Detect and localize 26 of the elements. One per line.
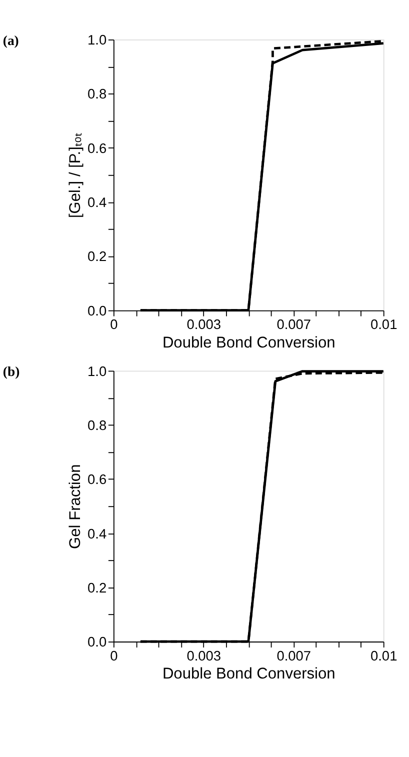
- x-tick-label: 0.01: [370, 317, 398, 332]
- y-tick-label: 0.2: [88, 249, 107, 264]
- x-axis-title: Double Bond Conversion: [162, 666, 336, 683]
- y-tick-label: 1.0: [88, 32, 107, 48]
- y-tick-label: 0.2: [88, 580, 107, 596]
- y-axis-title: Gel Fraction: [67, 464, 84, 549]
- x-tick-label: 0.01: [370, 648, 398, 664]
- x-tick-label: 0.007: [276, 317, 312, 332]
- y-tick-label: 0.8: [88, 418, 107, 433]
- y-tick-label: 1.0: [88, 364, 107, 379]
- x-tick-label: 0.003: [186, 317, 222, 332]
- y-tick-label: 0.6: [88, 472, 107, 488]
- y-tick-label: 0.4: [88, 195, 107, 210]
- x-tick-label: 0: [110, 648, 118, 664]
- y-tick-label: 0.4: [88, 526, 107, 542]
- chart-title: (b): [2, 364, 20, 380]
- y-tick-label: 0.0: [88, 303, 107, 318]
- y-tick-label: 0.6: [88, 140, 107, 156]
- x-axis-title: Double Bond Conversion: [162, 334, 336, 352]
- y-tick-label: 0.0: [88, 634, 107, 650]
- x-tick-label: 0.007: [276, 648, 312, 664]
- x-tick-label: 0: [110, 317, 118, 332]
- x-tick-label: 0.003: [186, 648, 222, 664]
- chart-title: (a): [2, 32, 19, 48]
- y-tick-label: 0.8: [88, 86, 107, 102]
- y-axis-title: [Gel.] / [P.]ₜₒₜ: [67, 132, 84, 218]
